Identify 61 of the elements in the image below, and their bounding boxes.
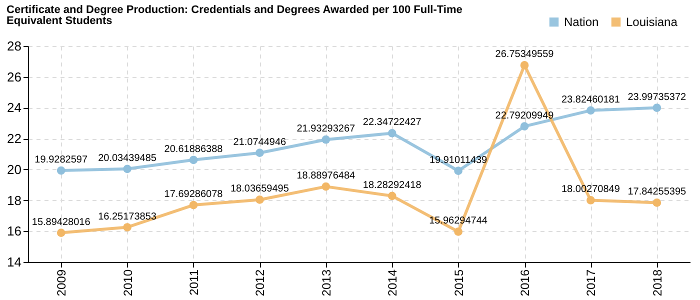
point xyxy=(652,198,662,207)
point xyxy=(520,122,529,131)
x-tick-label: 2017 xyxy=(584,269,598,296)
data-label: 21.0744946 xyxy=(233,136,287,148)
data-label: 23.99735372 xyxy=(628,92,687,103)
point xyxy=(388,129,396,138)
data-label: 15.89428016 xyxy=(32,216,91,228)
data-label: 22.34722427 xyxy=(362,117,422,128)
point xyxy=(123,164,132,174)
point xyxy=(256,148,264,158)
y-tick-label: 16 xyxy=(7,224,22,239)
y-tick-label: 24 xyxy=(7,100,22,116)
data-label: 26.75349559 xyxy=(495,49,554,60)
point xyxy=(454,228,462,236)
point xyxy=(56,166,66,175)
x-tick-label: 2012 xyxy=(253,269,268,296)
point xyxy=(454,166,462,175)
data-label: 19.9282597 xyxy=(34,154,88,166)
point xyxy=(388,192,396,200)
point xyxy=(322,182,330,191)
data-label: 18.00270849 xyxy=(561,184,620,196)
data-label: 22.79209949 xyxy=(495,110,554,122)
point xyxy=(586,106,595,115)
data-label: 20.61886388 xyxy=(164,144,224,155)
y-tick-label: 18 xyxy=(7,192,22,208)
data-label: 17.84255395 xyxy=(628,186,687,198)
legend-label: Nation xyxy=(564,15,599,30)
data-label: 20.03439485 xyxy=(98,152,157,164)
data-label: 18.28292418 xyxy=(362,180,422,191)
point xyxy=(256,196,264,204)
x-tick-label: 2016 xyxy=(518,269,532,296)
chart-title: Certificate and Degree Production: Credentials and Degrees Awarded per 100 Full-Time Equivalent Students xyxy=(6,4,462,27)
data-label: 15.96294744 xyxy=(429,216,488,227)
x-tick-label: 2015 xyxy=(452,269,466,296)
point xyxy=(520,61,529,70)
point xyxy=(189,200,198,210)
x-tick-label: 2010 xyxy=(120,269,135,296)
y-tick-label: 22 xyxy=(7,131,22,146)
data-label: 23.82460181 xyxy=(561,94,620,106)
point xyxy=(56,228,66,237)
data-label: 18.03659495 xyxy=(230,184,290,195)
y-tick-label: 14 xyxy=(7,254,22,270)
point xyxy=(586,196,595,204)
data-label: 16.25173853 xyxy=(98,211,157,222)
data-label: 18.88976484 xyxy=(296,170,356,182)
x-tick-label: 2011 xyxy=(187,269,201,296)
x-tick-label: 2018 xyxy=(650,269,664,296)
point xyxy=(322,135,330,144)
y-tick-label: 20 xyxy=(7,162,22,177)
point xyxy=(189,156,198,164)
y-tick-label: 28 xyxy=(7,38,22,54)
data-label: 21.93293267 xyxy=(296,124,356,135)
y-tick-label: 26 xyxy=(7,69,22,84)
x-tick-label: 2013 xyxy=(319,269,334,296)
point xyxy=(123,223,132,232)
data-label: 17.69286078 xyxy=(164,189,224,200)
x-tick-label: 2009 xyxy=(54,269,69,296)
x-tick-label: 2014 xyxy=(386,269,400,296)
data-label: 19.91011439 xyxy=(429,154,488,166)
legend-label: Louisiana xyxy=(626,15,678,30)
point xyxy=(652,104,662,112)
